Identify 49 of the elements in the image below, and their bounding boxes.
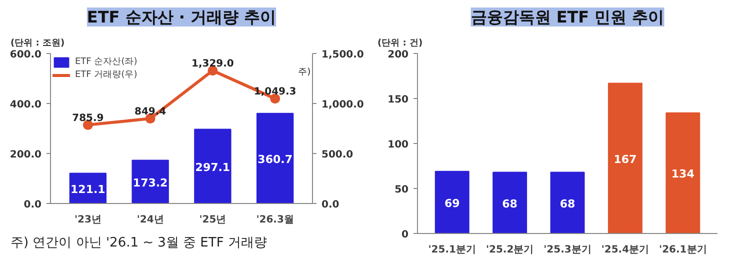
y-tick-label: 0.0 [24,200,42,210]
data-label: 134 [671,168,695,181]
bar [256,112,294,204]
data-label: 297.1 [195,160,230,174]
annotation: 주) [298,68,311,78]
bar [194,128,232,204]
data-label: 68 [502,197,518,210]
legend-label: ETF 순자산(좌) [75,56,138,68]
legend-label: ETF 거래량(우) [75,69,138,81]
data-label: 121.1 [70,182,106,196]
y-tick-label: 0 [402,230,409,240]
data-label: 68 [560,197,576,210]
x-tick-label: '25년 [199,214,226,226]
bar [492,172,528,234]
chart-title: 금융감독원 ETF 민원 추이 [470,8,664,26]
data-label: 785.9 [72,112,104,124]
y2-tick-label: 0.0 [322,200,340,210]
data-label: 1,329.0 [191,58,234,70]
x-tick-label: '26.3월 [256,214,294,226]
x-tick-label: '25.4분기 [601,244,650,256]
y-tick-label: 400.0 [10,100,42,110]
x-tick-label: '25.1분기 [428,244,476,256]
data-label: 173.2 [132,176,168,190]
x-tick-label: '24년 [136,214,164,226]
y-tick-label: 200 [388,50,409,60]
x-tick-label: '25.3분기 [544,244,592,256]
bar [550,172,585,234]
y2-tick-label: 500.0 [322,150,354,160]
y-tick-label: 50 [394,184,409,196]
y-tick-label: 150 [388,94,409,106]
data-label: 167 [614,152,637,166]
bar [132,160,169,204]
y2-tick-label: 1,000.0 [322,100,364,110]
y-tick-label: 200.0 [10,150,42,160]
x-tick-label: '26.1분기 [659,244,707,256]
y-axis-title: (단위 : 조원) [10,38,65,48]
y-tick-label: 600.0 [10,50,42,60]
data-label: 69 [444,196,460,210]
x-tick-label: '23년 [74,214,102,226]
y-axis-title: (단위 : 건) [378,38,423,48]
x-tick-label: '25.2분기 [486,244,534,256]
y2-tick-label: 1,500.0 [322,50,364,60]
bar [434,170,470,234]
y-tick-label: 100 [388,140,409,150]
chart-title: ETF 순자산 · 거래량 추이 [86,8,276,26]
bar [666,112,700,234]
text: 주) 연간이 아닌 '26.1 ~ 3월 중 ETF 거래량 [10,236,267,250]
bar [608,82,642,234]
data-label: 360.7 [258,152,292,166]
